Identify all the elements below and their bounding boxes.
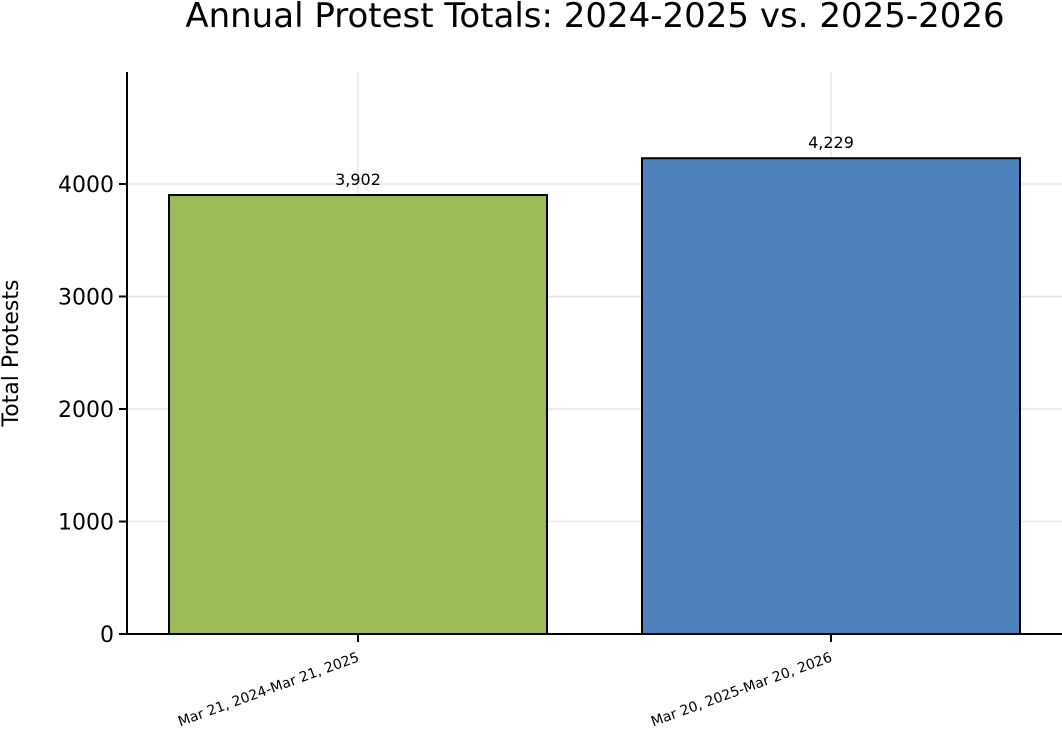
bars xyxy=(168,157,1021,636)
data-label-1: 3,902 xyxy=(335,170,381,189)
y-tick-label-3: 3000 xyxy=(58,286,114,311)
x-ticks: Mar 21, 2024-Mar 21, 2025 Mar 20, 2025-Ma… xyxy=(176,634,834,730)
data-labels: 3,902 4,229 xyxy=(335,133,854,189)
y-tick-label-2: 2000 xyxy=(58,398,114,423)
axes xyxy=(126,72,1062,635)
x-tick-label-1: Mar 20, 2025-Mar 20, 2026 xyxy=(649,650,834,731)
y-tick-label-1: 1000 xyxy=(58,511,114,536)
y-ticks: 0 1000 2000 3000 4000 xyxy=(58,173,127,648)
y-tick-label-4: 4000 xyxy=(58,173,114,198)
chart-title: Annual Protest Totals: 2024-2025 vs. 202… xyxy=(185,0,1004,36)
bar-1 xyxy=(168,194,548,635)
bar-2 xyxy=(641,157,1021,636)
y-tick-label-0: 0 xyxy=(100,623,114,648)
data-label-2: 4,229 xyxy=(808,133,854,152)
y-axis-label: Total Protests xyxy=(0,280,24,428)
x-tick-label-0: Mar 21, 2024-Mar 21, 2025 xyxy=(176,650,361,731)
